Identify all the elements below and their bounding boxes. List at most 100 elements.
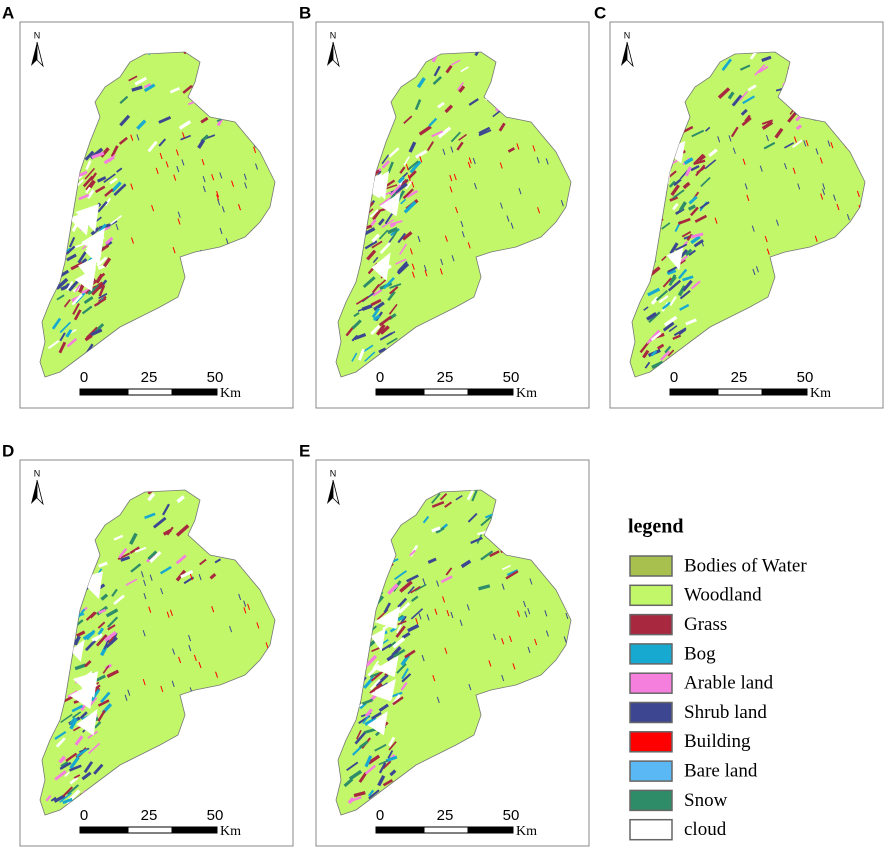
patch-streak	[166, 526, 174, 536]
patch-streak	[694, 214, 708, 223]
patch-streak	[55, 277, 69, 290]
patch-streak	[792, 167, 796, 174]
patch-streak	[54, 770, 67, 781]
patch-streak	[545, 158, 549, 165]
patch-streak	[532, 145, 536, 152]
patch-streak	[407, 160, 420, 171]
patch-streak	[357, 348, 365, 361]
scale-bar-segment	[79, 388, 129, 396]
patch-streak	[102, 665, 110, 674]
patch-streak	[510, 222, 514, 229]
patch-streak	[642, 349, 650, 359]
patch-streak	[89, 328, 103, 337]
patch-streak	[467, 512, 478, 523]
patch-streak	[797, 183, 801, 190]
patch-streak	[705, 126, 711, 132]
patch-streak	[106, 669, 120, 678]
patch-streak	[383, 330, 396, 339]
cloud-patch	[367, 170, 390, 200]
scale-label: 0	[80, 369, 88, 386]
north-label: N	[330, 30, 337, 40]
region-fill	[39, 489, 276, 816]
legend-label: Bodies of Water	[684, 555, 807, 576]
patch-streak	[188, 634, 192, 642]
patch-streak	[685, 318, 697, 326]
patch-streak	[103, 173, 116, 183]
patch-streak	[458, 133, 467, 141]
patch-streak	[103, 631, 117, 642]
patch-streak	[149, 574, 153, 581]
patch-streak	[466, 490, 475, 501]
patch-streak	[690, 165, 700, 172]
patch-streak	[113, 534, 124, 541]
patch-streak	[433, 65, 441, 77]
patch-streak	[431, 130, 444, 138]
patch-streak	[367, 663, 381, 677]
patch-streak	[763, 141, 776, 150]
cloud-patch	[76, 708, 98, 736]
patch-streak	[534, 638, 538, 646]
scale-bar-segment	[669, 388, 719, 396]
patch-streak	[118, 547, 128, 559]
patch-streak	[405, 163, 409, 171]
patch-streak	[373, 301, 385, 311]
patch-streak	[399, 580, 413, 593]
patch-streak	[219, 227, 223, 235]
patch-streak	[97, 627, 105, 636]
patch-streak	[366, 249, 377, 261]
patch-streak	[88, 742, 101, 754]
patch-streak	[62, 786, 74, 797]
patch-streak	[113, 183, 127, 197]
legend-label: Bare land	[684, 760, 758, 781]
patch-streak	[90, 611, 97, 619]
patch-streak	[687, 204, 696, 211]
patch-streak	[378, 759, 389, 766]
patch-streak	[472, 157, 476, 165]
scale-label: 25	[731, 369, 748, 386]
patch-streak	[442, 596, 446, 603]
patch-streak	[388, 736, 396, 747]
legend-title: legend	[628, 516, 684, 538]
patch-streak	[661, 255, 667, 262]
patch-streak	[378, 218, 385, 226]
patch-streak	[437, 126, 452, 139]
patch-streak	[663, 315, 678, 327]
patch-streak	[690, 232, 704, 239]
patch-streak	[65, 329, 73, 338]
patch-streak	[143, 579, 147, 587]
scale-label: 0	[376, 369, 384, 386]
patch-streak	[397, 176, 405, 184]
patch-streak	[650, 332, 662, 341]
patch-streak	[397, 232, 407, 244]
patch-streak	[646, 312, 658, 321]
north-arrow	[327, 480, 333, 504]
patch-streak	[846, 214, 850, 221]
patch-streak	[409, 248, 413, 255]
patch-streak	[403, 156, 410, 166]
patch-streak	[421, 654, 425, 662]
north-arrow	[621, 42, 627, 66]
patch-streak	[419, 156, 423, 163]
patch-streak	[149, 551, 162, 564]
patch-streak	[59, 321, 71, 334]
patch-streak	[661, 222, 671, 230]
patch-streak	[393, 648, 406, 658]
patch-streak	[200, 116, 209, 124]
patch-streak	[822, 188, 825, 195]
patch-streak	[677, 268, 688, 280]
patch-streak	[73, 635, 81, 646]
patch-streak	[382, 779, 394, 787]
patch-streak	[700, 176, 711, 188]
patch-streak	[364, 240, 378, 250]
patch-streak	[369, 208, 379, 218]
patch-streak	[455, 494, 463, 501]
patch-streak	[391, 691, 403, 698]
patch-streak	[265, 642, 269, 649]
patch-streak	[159, 152, 163, 160]
patch-streak	[369, 682, 383, 695]
patch-streak	[63, 299, 71, 308]
patch-streak	[388, 303, 398, 315]
patch-streak	[488, 660, 492, 667]
patch-streak	[656, 343, 665, 350]
patch-streak	[805, 139, 809, 147]
